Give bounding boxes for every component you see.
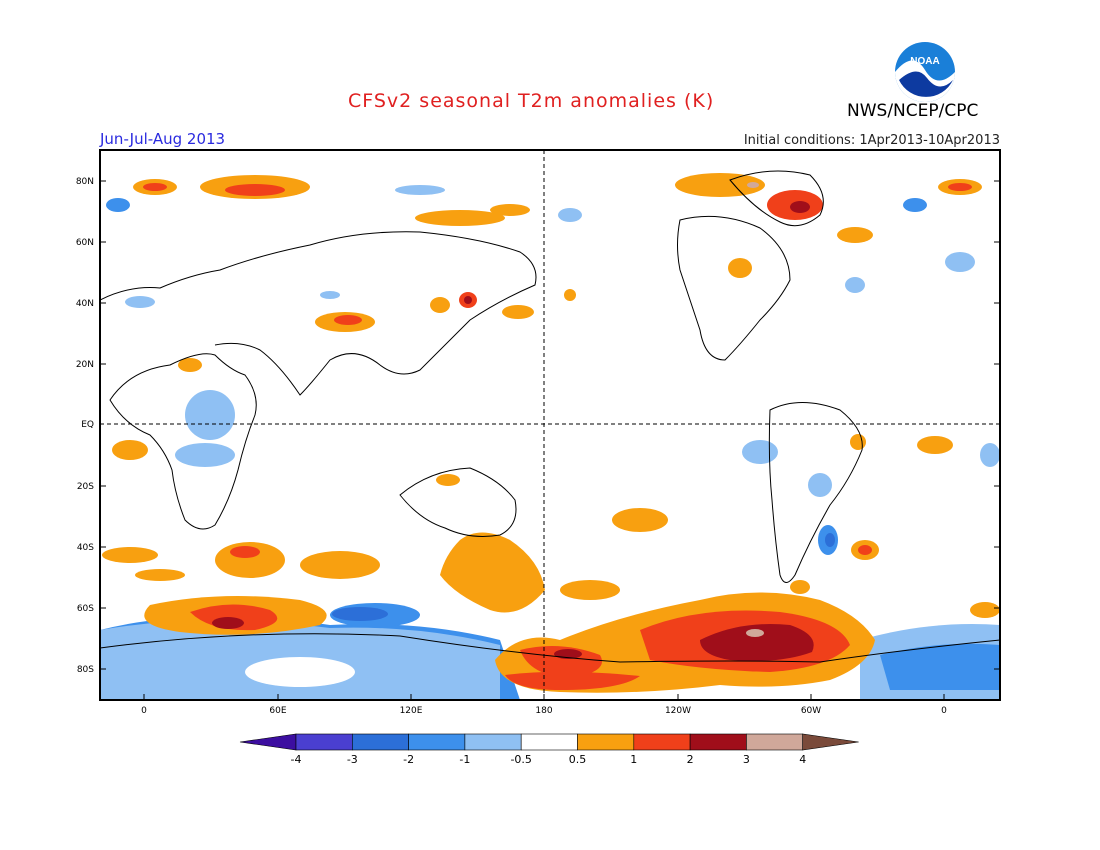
colorbar-tick-label: -4 bbox=[291, 753, 302, 766]
agency-label: NWS/NCEP/CPC bbox=[847, 101, 979, 121]
colorbar-tick-label: 1 bbox=[630, 753, 637, 766]
lon-label: 120W bbox=[665, 706, 691, 716]
colorbar-box bbox=[351, 733, 409, 751]
colorbar-box bbox=[408, 733, 466, 751]
lon-label: 120E bbox=[400, 706, 423, 716]
colorbar-box bbox=[633, 733, 691, 751]
colorbar-tick-label: -1 bbox=[459, 753, 470, 766]
colorbar-tick-label: -3 bbox=[347, 753, 358, 766]
lat-label: 80S bbox=[77, 665, 94, 675]
colorbar-tick-label: -0.5 bbox=[510, 753, 531, 766]
colorbar-box bbox=[520, 733, 578, 751]
map-title: CFSv2 seasonal T2m anomalies (K) bbox=[348, 90, 715, 112]
lat-label: 20N bbox=[76, 360, 94, 370]
colorbar-box bbox=[746, 733, 804, 751]
colorbar-left-arrow bbox=[239, 733, 297, 751]
colorbar-tick-label: 3 bbox=[743, 753, 750, 766]
noaa-logo: NOAA bbox=[893, 40, 957, 104]
colorbar-box bbox=[577, 733, 635, 751]
colorbar-right-arrow bbox=[802, 733, 859, 751]
lat-label: 40N bbox=[76, 299, 94, 309]
coastlines bbox=[100, 170, 1000, 663]
lon-label: 0 bbox=[941, 706, 947, 716]
logo-text: NOAA bbox=[910, 56, 939, 67]
lat-label: 80N bbox=[76, 177, 94, 187]
colorbar-tick-label: -2 bbox=[403, 753, 414, 766]
colorbar-box bbox=[689, 733, 747, 751]
colorbar-tick-label: 4 bbox=[799, 753, 806, 766]
colorbar: -4 -3 -2 -1 -0.5 0.5 1 2 3 4 bbox=[239, 733, 859, 766]
lon-label: 60W bbox=[801, 706, 821, 716]
map-frame bbox=[99, 149, 1001, 701]
colorbar-tick-label: 0.5 bbox=[569, 753, 587, 766]
lon-label: 60E bbox=[269, 706, 286, 716]
lat-label: 60N bbox=[76, 238, 94, 248]
lat-label: 20S bbox=[77, 482, 94, 492]
initial-conditions-label: Initial conditions: 1Apr2013-10Apr2013 bbox=[743, 133, 1000, 148]
anomaly-field bbox=[100, 173, 1000, 700]
longitude-axis: 0 60E 120E 180 120W 60W 0 bbox=[141, 694, 947, 716]
colorbar-box bbox=[295, 733, 353, 751]
season-label: Jun-Jul-Aug 2013 bbox=[100, 130, 226, 148]
latitude-axis: 80N 60N 40N 20N EQ 20S 40S 60S 80S bbox=[76, 177, 1000, 675]
colorbar-box bbox=[464, 733, 522, 751]
lat-label: 60S bbox=[77, 604, 94, 614]
colorbar-tick-label: 2 bbox=[687, 753, 694, 766]
lon-label: 0 bbox=[141, 706, 147, 716]
lat-label: 40S bbox=[77, 543, 94, 553]
lat-label: EQ bbox=[81, 420, 94, 430]
lon-label: 180 bbox=[535, 706, 552, 716]
